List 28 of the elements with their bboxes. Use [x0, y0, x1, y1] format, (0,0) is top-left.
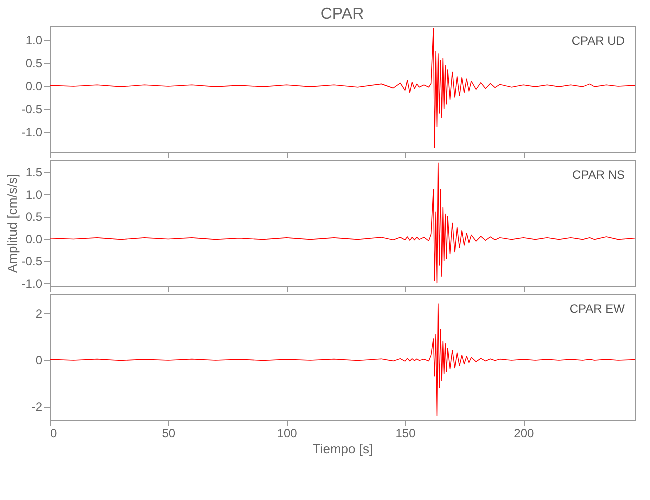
line-series	[50, 28, 635, 148]
x-tick-label: 150	[396, 426, 416, 440]
y-tick-label: -2	[32, 400, 43, 414]
annotation: CPAR EW	[570, 302, 626, 316]
x-tick-label: 50	[162, 426, 176, 440]
x-tick-label: 100	[277, 426, 298, 440]
y-tick-label: 1.0	[26, 188, 43, 202]
y-tick-label: 0	[36, 354, 43, 368]
x-axis-title: Tiempo [s]	[312, 442, 374, 456]
y-tick-label: 0.5	[26, 210, 43, 224]
x-tick-label: 200	[514, 426, 535, 440]
y-tick-label: 1.5	[26, 166, 43, 180]
y-tick-label: -1.0	[22, 125, 43, 140]
y-tick-label: -1.0	[22, 276, 43, 291]
x-tick-label: 0	[50, 426, 58, 440]
y-tick-label: -0.5	[22, 254, 43, 269]
chart-title: CPAR	[320, 6, 364, 23]
y-axis-title: Amplitud [cm/s/s]	[4, 174, 20, 273]
line-series	[50, 162, 635, 284]
y-tick-label: 0.0	[26, 232, 43, 246]
y-tick-label: 0.5	[26, 56, 43, 71]
y-tick-label: 1.0	[26, 34, 43, 48]
y-tick-label: -0.5	[22, 102, 43, 116]
annotation: CPAR NS	[572, 168, 625, 182]
annotation: CPAR UD	[572, 34, 626, 48]
y-tick-label: 2	[36, 306, 43, 321]
y-tick-label: 0.0	[26, 80, 43, 94]
line-series	[50, 304, 635, 416]
